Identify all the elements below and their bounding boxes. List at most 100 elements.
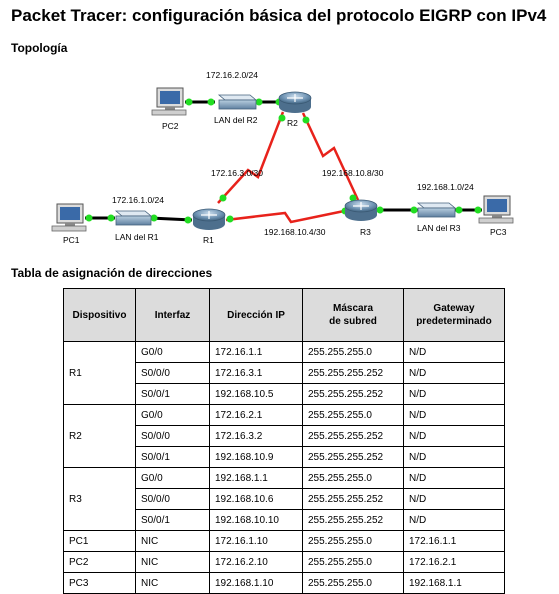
table-row: S0/0/1 192.168.10.10 255.255.255.252 N/D	[64, 509, 505, 531]
header-device: Dispositivo	[63, 288, 136, 342]
gateway-cell: N/D	[403, 383, 505, 405]
gateway-cell: N/D	[403, 509, 505, 531]
table-row: PC2 NIC 172.16.2.10 255.255.255.0 172.16.2.1	[63, 551, 505, 573]
serial-links	[217, 111, 360, 224]
header-interface: Interfaz	[135, 288, 210, 342]
mask-cell: 255.255.255.0	[302, 551, 404, 573]
interface-cell: NIC	[135, 551, 210, 573]
table-row: R3 G0/0 192.168.1.1 255.255.255.0 N/D	[63, 467, 505, 531]
mask-cell: 255.255.255.0	[302, 572, 404, 594]
ip-cell: 192.168.10.10	[209, 509, 303, 531]
mask-cell: 255.255.255.252	[302, 362, 404, 384]
pc2-label: PC2	[162, 121, 179, 131]
interface-cell: NIC	[135, 530, 210, 552]
ip-cell: 192.168.1.1	[209, 467, 303, 489]
net-r1-lan-label: 172.16.1.0/24	[112, 195, 164, 205]
link-r1-r3	[225, 208, 350, 224]
header-ip: Dirección IP	[209, 288, 303, 342]
gateway-cell: N/D	[403, 404, 505, 426]
table-row: S0/0/1 192.168.10.9 255.255.255.252 N/D	[64, 446, 505, 468]
address-table: Dispositivo Interfaz Dirección IP Máscar…	[63, 288, 505, 594]
mask-cell: 255.255.255.252	[302, 383, 404, 405]
interface-cell: G0/0	[135, 467, 210, 489]
ip-cell: 192.168.1.10	[209, 572, 303, 594]
header-mask: Máscara de subred	[302, 288, 404, 342]
switch-lan-r2-icon	[217, 94, 258, 110]
gateway-cell: N/D	[403, 467, 505, 489]
gateway-cell: 192.168.1.1	[403, 572, 505, 594]
lan-r3-label: LAN del R3	[417, 223, 461, 233]
pc1-label: PC1	[63, 235, 80, 245]
link-r1-r2	[217, 111, 285, 204]
net-r3-lan-label: 192.168.1.0/24	[417, 182, 474, 192]
mask-cell: 255.255.255.0	[302, 467, 404, 489]
router-r1-icon	[192, 208, 226, 230]
pc3-label: PC3	[490, 227, 507, 237]
switch-lan-r3-icon	[416, 202, 457, 218]
table-row: S0/0/0 172.16.3.2 255.255.255.252 N/D	[64, 425, 505, 447]
table-row: R2 G0/0 172.16.2.1 255.255.255.0 N/D	[63, 404, 505, 468]
gateway-cell: 172.16.1.1	[403, 530, 505, 552]
device-cell: R2	[63, 404, 136, 468]
ip-cell: 192.168.10.9	[209, 446, 303, 468]
link-r2-r3	[301, 112, 360, 201]
switch-lan-r1-icon	[114, 210, 153, 226]
address-table-heading: Tabla de asignación de direcciones	[11, 266, 213, 280]
ip-cell: 172.16.2.10	[209, 551, 303, 573]
mask-cell: 255.255.255.0	[302, 404, 404, 426]
table-row: S0/0/0 172.16.3.1 255.255.255.252 N/D	[64, 362, 505, 384]
header-gateway-line1: Gateway	[433, 303, 475, 314]
ip-cell: 192.168.10.6	[209, 488, 303, 510]
lan-r1-label: LAN del R1	[115, 232, 159, 242]
interface-cell: S0/0/0	[135, 488, 210, 510]
ip-cell: 172.16.1.1	[209, 341, 303, 363]
router-r2-icon	[278, 91, 312, 113]
ip-cell: 172.16.2.1	[209, 404, 303, 426]
device-cell: PC3	[63, 572, 136, 594]
device-cell: PC1	[63, 530, 136, 552]
net-r1-r3-label: 192.168.10.4/30	[264, 227, 326, 237]
net-r1-r2-label: 172.16.3.0/30	[211, 168, 263, 178]
mask-cell: 255.255.255.252	[302, 446, 404, 468]
pc2-icon	[151, 87, 187, 116]
header-mask-line1: Máscara	[332, 303, 374, 314]
mask-cell: 255.255.255.252	[302, 488, 404, 510]
gateway-cell: N/D	[403, 446, 505, 468]
r2-label: R2	[287, 118, 298, 128]
table-row: PC1 NIC 172.16.1.10 255.255.255.0 172.16.1.1	[63, 530, 505, 552]
ip-cell: 192.168.10.5	[209, 383, 303, 405]
interface-cell: S0/0/1	[135, 446, 210, 468]
gateway-cell: 172.16.2.1	[403, 551, 505, 573]
table-row: S0/0/0 192.168.10.6 255.255.255.252 N/D	[64, 488, 505, 510]
ip-cell: 172.16.1.10	[209, 530, 303, 552]
mask-cell: 255.255.255.252	[302, 509, 404, 531]
net-r2-r3-label: 192.168.10.8/30	[322, 168, 384, 178]
pc3-icon	[478, 195, 514, 224]
interface-cell: NIC	[135, 572, 210, 594]
interface-cell: S0/0/0	[135, 362, 210, 384]
router-r3-icon	[344, 199, 378, 221]
table-row: R1 G0/0 172.16.1.1 255.255.255.0 N/D	[63, 341, 505, 405]
page-title: Packet Tracer: configuración básica del …	[11, 6, 547, 25]
pc1-icon	[51, 203, 87, 232]
ip-cell: 172.16.3.2	[209, 425, 303, 447]
gateway-cell: N/D	[403, 341, 505, 363]
interface-cell: S0/0/1	[135, 383, 210, 405]
topology-diagram: 172.16.2.0/24 LAN del R2 R2 PC2 172.16.3…	[51, 70, 514, 245]
interface-cell: S0/0/1	[135, 509, 210, 531]
net-r2-lan-label: 172.16.2.0/24	[206, 70, 258, 80]
r1-label: R1	[203, 235, 214, 245]
interface-cell: S0/0/0	[135, 425, 210, 447]
mask-cell: 255.255.255.252	[302, 425, 404, 447]
lan-r2-label: LAN del R2	[214, 115, 258, 125]
interface-cell: G0/0	[135, 341, 210, 363]
gateway-cell: N/D	[403, 425, 505, 447]
mask-cell: 255.255.255.0	[302, 530, 404, 552]
gateway-cell: N/D	[403, 362, 505, 384]
r3-label: R3	[360, 227, 371, 237]
topology-heading: Topología	[11, 41, 68, 55]
table-header-row: Dispositivo Interfaz Dirección IP Máscar…	[63, 288, 505, 342]
header-gateway-line2: predeterminado	[416, 316, 492, 327]
ip-cell: 172.16.3.1	[209, 362, 303, 384]
device-cell: PC2	[63, 551, 136, 573]
